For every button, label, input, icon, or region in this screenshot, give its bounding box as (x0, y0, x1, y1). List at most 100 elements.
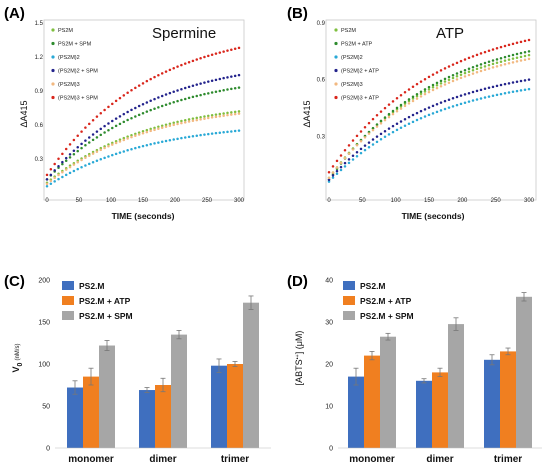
b-data-point (367, 146, 371, 149)
a-data-point (157, 106, 160, 109)
b-data-point (487, 67, 491, 70)
a-data-point (237, 129, 241, 132)
a-data-point (153, 126, 156, 130)
b-data-point (463, 58, 467, 61)
a-data-point (233, 110, 237, 114)
a-data-point (114, 117, 118, 120)
d-error-bar (369, 350, 375, 361)
b-data-point (383, 116, 387, 119)
c-error-bar (72, 380, 78, 395)
b-data-point (351, 148, 355, 151)
a-data-point (72, 163, 76, 166)
b-data-point (395, 122, 399, 126)
b-data-point (367, 121, 371, 125)
b-data-point (391, 109, 395, 113)
a-data-point (233, 86, 237, 90)
b-data-point (511, 53, 515, 57)
a-data-point (141, 102, 145, 106)
a-data-point (226, 88, 229, 91)
panel-d-ylabel-main: [ABTS (294, 359, 304, 385)
a-data-point (68, 153, 72, 156)
a-data-point (187, 120, 191, 123)
b-data-point (467, 70, 471, 73)
a-data-point (49, 179, 53, 183)
b-data-point (443, 107, 447, 111)
b-data-point (483, 68, 487, 71)
b-data-point (479, 88, 483, 92)
b-data-point (423, 88, 427, 91)
b-data-point (471, 69, 475, 72)
a-data-point (134, 134, 137, 138)
panel-a-legend: PS2M PS2M + SPM (PS2M)2 (PS2M)2 + SPM (PS2M)… (51, 28, 98, 102)
a-data-point (145, 101, 149, 104)
b-data-point (507, 91, 511, 94)
b-data-point (407, 88, 411, 91)
b-data-point (351, 158, 355, 161)
a-data-point (191, 117, 195, 120)
b-x-tick-label: 150 (424, 198, 435, 204)
c-bar (243, 302, 259, 448)
b-data-point (479, 97, 483, 100)
a-data-point (99, 158, 103, 161)
a-data-point (168, 124, 172, 128)
a-data-point (230, 75, 233, 78)
a-data-point (191, 95, 195, 99)
a-data-point (53, 162, 56, 166)
c-error-bar (232, 361, 238, 367)
a-data-point (164, 103, 168, 106)
b-data-point (483, 50, 487, 54)
b-data-point (363, 136, 367, 139)
b-data-point (435, 103, 439, 106)
panel-b-x-ticks: 0 50 100 150 200 250 300 (327, 198, 534, 204)
b-data-point (335, 169, 339, 173)
a-series-4 (45, 112, 241, 186)
a-data-point (126, 137, 129, 140)
a-data-point (130, 147, 133, 151)
b-data-point (375, 114, 379, 117)
c-y-tick-label: 0 (46, 446, 50, 453)
a-data-point (153, 142, 156, 145)
a-data-point (168, 139, 172, 142)
b-data-point (487, 60, 491, 64)
b-x-tick-label: 300 (524, 198, 535, 204)
a-data-point (230, 48, 233, 51)
a-data-point (195, 134, 199, 137)
b-data-point (515, 41, 519, 45)
b-data-point (339, 161, 343, 165)
d-legend-label: PS2.M + ATP (360, 296, 412, 306)
c-bar (67, 387, 83, 448)
c-legend-swatch (62, 281, 74, 290)
a-data-point (99, 127, 103, 131)
b-data-point (371, 126, 375, 130)
b-data-point (447, 98, 451, 101)
a-legend-marker (51, 55, 55, 59)
b-data-point (375, 140, 379, 144)
a-data-point (207, 54, 210, 58)
a-x-tick-label: 150 (138, 198, 149, 204)
a-data-point (180, 87, 183, 91)
a-data-point (233, 129, 237, 133)
b-data-point (347, 158, 351, 161)
a-x-tick-label: 300 (234, 198, 245, 204)
b-data-point (423, 92, 427, 96)
a-data-point (176, 89, 179, 92)
a-x-tick-label: 0 (45, 198, 49, 204)
b-data-point (467, 67, 471, 70)
a-data-point (226, 49, 229, 52)
a-data-point (153, 75, 156, 79)
c-y-tick-label: 50 (42, 404, 50, 411)
a-data-point (141, 144, 145, 148)
b-data-point (399, 107, 403, 110)
a-data-point (126, 135, 129, 138)
c-bar (155, 385, 171, 448)
a-x-tick-label: 250 (202, 198, 213, 204)
b-data-point (491, 66, 495, 69)
a-legend-marker (51, 41, 55, 46)
b-data-point (399, 120, 403, 123)
b-data-point (471, 65, 475, 69)
c-error-bar (248, 295, 254, 310)
a-data-point (99, 112, 103, 115)
panel-b-letter: (B) (287, 5, 308, 22)
b-data-point (487, 95, 491, 98)
d-error-bar (453, 317, 459, 331)
